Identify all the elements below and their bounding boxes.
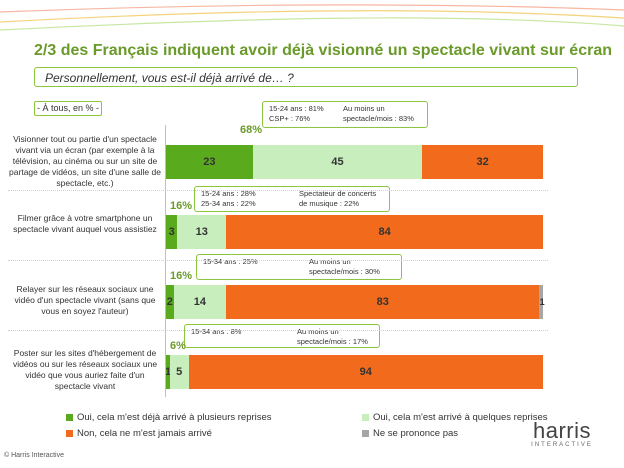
callout-left: 15-34 ans : 8%	[191, 327, 241, 337]
callout-left: 15-24 ans : 28% 25-34 ans : 22%	[201, 189, 256, 209]
callout-text: CSP+ : 76%	[269, 114, 311, 123]
harris-logo: harris INTERACTIVE	[512, 418, 612, 449]
callout-box: 15-34 ans : 8% Au moins un spectacle/mois …	[184, 324, 380, 348]
callout-right: Au moins un spectacle/mois : 17%	[297, 327, 368, 347]
data-label: 23	[203, 156, 216, 168]
bar-segment: 5	[169, 355, 189, 389]
logo-word: harris	[532, 418, 591, 443]
logo-subtitle: INTERACTIVE	[531, 442, 593, 448]
data-label: 3	[168, 226, 175, 238]
stacked-bar-row: 3 13 84	[166, 215, 543, 249]
category-label: Relayer sur les réseaux sociaux une vidé…	[14, 284, 156, 316]
legend-label: Oui, cela m'est arrivé à quelques repris…	[373, 412, 548, 423]
bar-segment: 1	[164, 355, 171, 389]
chart-title: 2/3 des Français indiquent avoir déjà vi…	[34, 42, 612, 59]
data-label: 1	[164, 366, 171, 378]
total-yes-label: 68%	[240, 124, 263, 136]
base-label: - À tous, en % -	[34, 101, 102, 116]
stacked-bar-row: 2 14 83 1	[166, 285, 545, 319]
data-label: 2	[166, 296, 173, 308]
bar-segment: 1	[539, 285, 545, 319]
legend-label: Oui, cela m'est déjà arrivé à plusieurs …	[77, 412, 272, 423]
total-yes-label: 16%	[170, 270, 193, 282]
callout-box: 15-34 ans : 25% Au moins un spectacle/mois…	[196, 254, 402, 280]
legend-item-no-answer: Ne se prononce pas	[362, 428, 458, 439]
row-divider	[8, 330, 548, 331]
callout-box: 15-24 ans : 81% CSP+ : 76% Au moins un spec…	[262, 101, 428, 128]
y-axis-line	[165, 125, 166, 397]
data-label: 83	[376, 296, 389, 308]
callout-text: 25-34 ans : 22%	[201, 199, 256, 208]
data-label: 84	[378, 226, 391, 238]
callout-text: Spectateur de concerts	[299, 189, 377, 198]
callout-text: spectacle/mois : 83%	[343, 114, 414, 123]
bar-segment: 3	[166, 215, 178, 249]
data-label: 5	[176, 366, 183, 378]
header-swoosh	[0, 4, 624, 31]
legend-swatch	[66, 414, 73, 421]
bar-segment: 84	[226, 215, 543, 249]
callout-text: Au moins un	[297, 327, 339, 336]
data-label: 14	[193, 296, 207, 308]
callout-text: 15-34 ans : 25%	[203, 257, 258, 266]
bar-segment: 83	[226, 285, 540, 319]
callout-text: 15-34 ans : 8%	[191, 327, 242, 336]
category-label: Poster sur les sites d'hébergement de vi…	[12, 348, 158, 391]
callout-right: Spectateur de concerts de musique : 22%	[299, 189, 376, 209]
bar-segment: 14	[173, 285, 227, 319]
callout-left: 15-34 ans : 25%	[203, 257, 258, 267]
callout-right: Au moins un spectacle/mois : 30%	[309, 257, 380, 277]
data-label: 13	[195, 226, 208, 238]
callout-text: de musique : 22%	[299, 199, 360, 208]
category-label: Visionner tout ou partie d'un spectacle …	[9, 134, 161, 188]
bar-segment: 13	[177, 215, 227, 249]
data-label: 32	[476, 156, 489, 168]
total-yes-label: 16%	[170, 200, 193, 212]
legend-item-never: Non, cela ne m'est jamais arrivé	[66, 428, 212, 439]
stacked-bar-row: 23 45 32	[166, 145, 543, 179]
legend-label: Ne se prononce pas	[373, 428, 459, 439]
copyright: © Harris Interactive	[4, 452, 65, 459]
data-label: 94	[359, 366, 372, 378]
data-label: 1	[539, 297, 545, 307]
callout-text: spectacle/mois : 17%	[297, 337, 368, 346]
row-divider	[8, 260, 548, 261]
bar-segment: 45	[252, 145, 423, 179]
callout-text: Au moins un	[343, 104, 385, 113]
row-divider	[8, 190, 548, 191]
legend-swatch	[362, 414, 369, 421]
legend-swatch	[66, 430, 73, 437]
bar-segment: 32	[422, 145, 543, 179]
callout-right: Au moins un spectacle/mois : 83%	[343, 104, 414, 124]
bar-segment: 23	[166, 145, 253, 179]
data-label: 45	[331, 156, 344, 168]
callout-text: spectacle/mois : 30%	[309, 267, 380, 276]
question-box: Personnellement, vous est-il déjà arrivé…	[34, 67, 578, 87]
bar-segment: 94	[188, 355, 543, 389]
legend-item-several: Oui, cela m'est déjà arrivé à plusieurs …	[66, 412, 272, 423]
stacked-bar-row: 1 5 94	[164, 355, 543, 389]
callout-text: 15-24 ans : 81%	[269, 104, 324, 113]
legend-label: Non, cela ne m'est jamais arrivé	[77, 428, 212, 439]
bar-segment: 2	[166, 285, 174, 319]
legend-swatch	[362, 430, 369, 437]
category-label: Filmer grâce à votre smartphone un spect…	[13, 213, 157, 234]
total-yes-label: 6%	[170, 340, 186, 352]
legend-item-few: Oui, cela m'est arrivé à quelques repris…	[362, 412, 547, 423]
callout-text: 15-24 ans : 28%	[201, 189, 256, 198]
callout-text: Au moins un	[309, 257, 351, 266]
callout-left: 15-24 ans : 81% CSP+ : 76%	[269, 104, 324, 124]
